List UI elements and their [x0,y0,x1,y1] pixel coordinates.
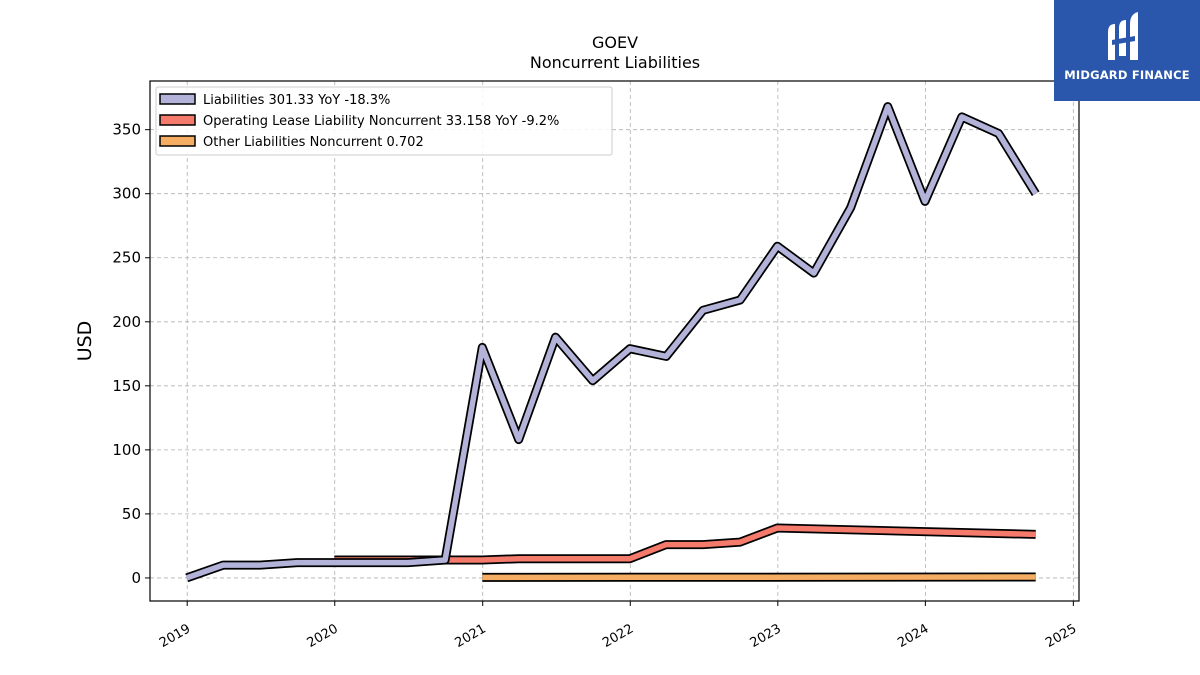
legend-swatch-operating-lease-liability-noncurrent [159,114,196,126]
legend-label-other-liabilities-noncurrent: Other Liabilities Noncurrent 0.702 [203,135,424,150]
legend-box [155,86,613,156]
chart-subtitle: Noncurrent Liabilities [530,53,700,72]
y-axis-label: USD [74,321,96,362]
x-tick-label: 2022 [600,621,636,651]
x-tick-label: 2025 [1043,621,1079,651]
legend-label-operating-lease-liability-noncurrent: Operating Lease Liability Noncurrent 33.… [203,114,559,129]
x-tick-label: 2020 [305,621,341,651]
x-tick-label: 2019 [157,621,193,651]
x-tick-label: 2024 [895,621,931,651]
legend-swatch-liabilities [159,93,196,105]
y-tick-label: 250 [112,249,141,267]
grid-layer [150,81,1079,601]
y-tick-label: 100 [112,441,141,459]
y-tick-label: 350 [112,121,141,139]
y-tick-label: 200 [112,313,141,331]
x-tick-label: 2021 [453,621,489,651]
series-layer [185,102,1040,583]
legend: Liabilities 301.33 YoY -18.3% Operating L… [155,86,613,156]
series-outline-liabilities [185,102,1040,583]
brand-logo: MIDGARD FINANCE [1054,0,1200,101]
chart-title: GOEV [592,33,638,52]
y-tick-label: 50 [122,505,141,523]
plot-frame [149,80,1080,602]
x-tick-label: 2023 [748,621,784,651]
brand-logo-text: MIDGARD FINANCE [1064,68,1190,82]
legend-swatch-other-liabilities-noncurrent [159,135,196,147]
series-line-operating-lease-liability-noncurrent [334,525,1036,563]
series-line-liabilities [185,103,1039,581]
y-tick-label: 0 [131,569,141,587]
midgard-logo-icon [1108,12,1138,60]
legend-label-liabilities: Liabilities 301.33 YoY -18.3% [203,93,390,108]
y-tick-label: 300 [112,185,141,203]
y-tick-label: 150 [112,377,141,395]
